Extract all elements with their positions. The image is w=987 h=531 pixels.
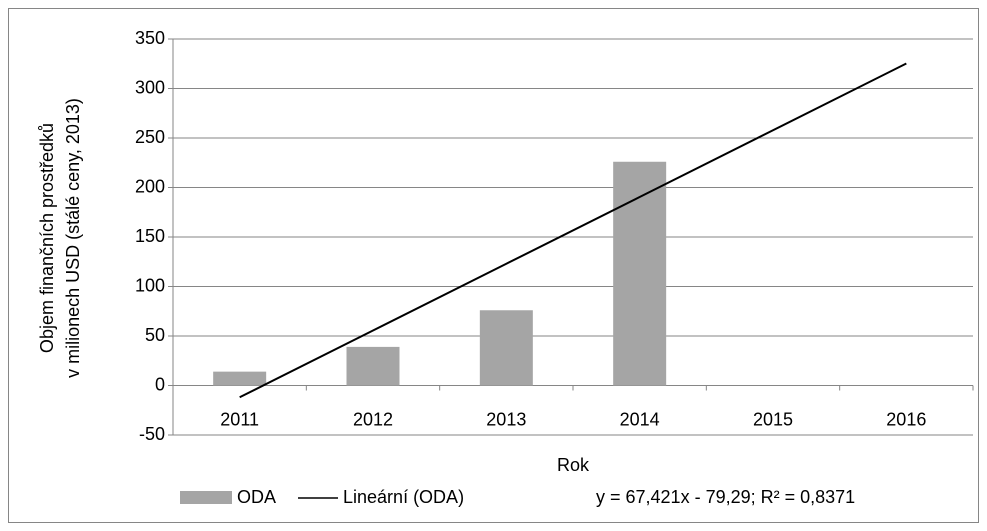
x-axis-label: Rok (557, 455, 590, 475)
y-tick-label: 200 (135, 176, 165, 196)
y-tick-label: 300 (135, 77, 165, 97)
y-tick-label: 150 (135, 226, 165, 246)
y-axis-label: Objem finančních prostředků (37, 123, 57, 353)
bar (613, 161, 667, 386)
trend-line (239, 62, 907, 399)
x-tick-label: 2011 (220, 409, 259, 429)
x-tick-label: 2016 (886, 409, 926, 429)
y-tick-label: -50 (139, 424, 165, 444)
x-tick-label: 2013 (486, 409, 526, 429)
bar (479, 310, 533, 386)
legend-label: ODA (237, 487, 276, 507)
x-tick-label: 2015 (753, 409, 793, 429)
x-tick-label: 2012 (353, 409, 393, 429)
y-tick-label: 50 (145, 325, 165, 345)
y-axis-label: v milionech USD (stálé ceny, 2013) (63, 98, 83, 378)
y-tick-label: 100 (135, 275, 165, 295)
bar (213, 371, 267, 386)
legend-label: Lineární (ODA) (343, 487, 464, 507)
x-tick-label: 2014 (620, 409, 660, 429)
annotation: y = 67,421x - 79,29; R² = 0,8371 (596, 487, 855, 507)
legend-swatch (180, 491, 232, 504)
y-tick-label: 0 (155, 374, 165, 394)
bar (346, 346, 400, 386)
y-tick-label: 250 (135, 127, 165, 147)
y-tick-label: 350 (135, 28, 165, 48)
chart-border (8, 8, 979, 523)
